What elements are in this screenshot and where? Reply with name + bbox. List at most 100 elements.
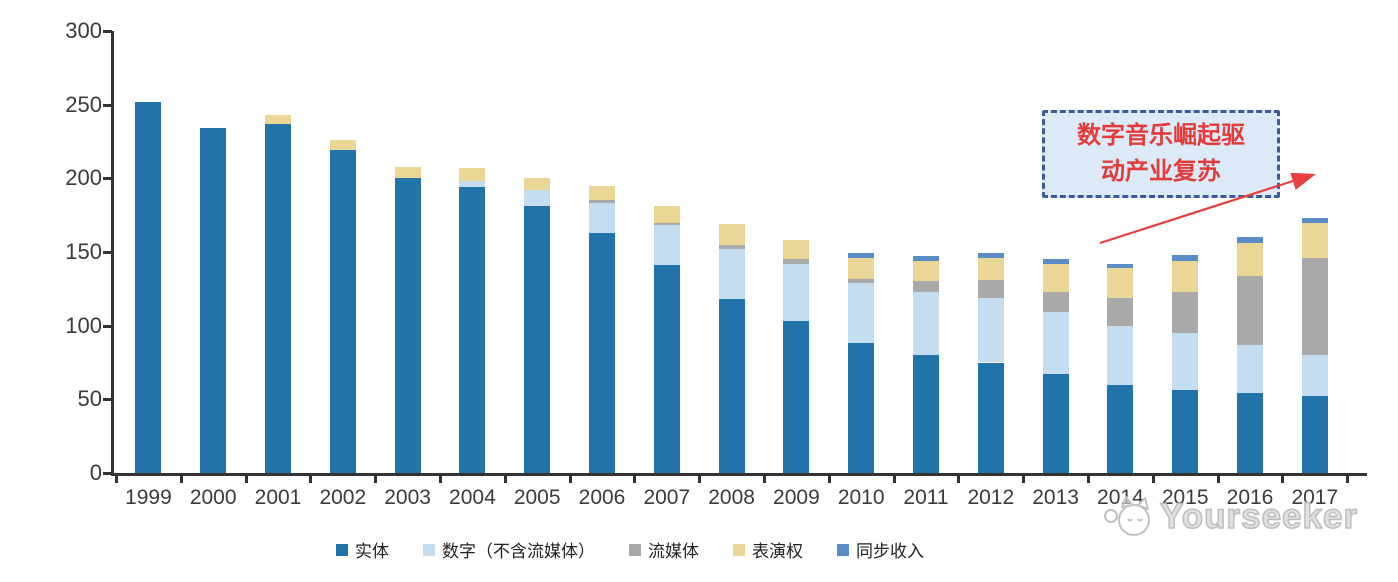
bar-segment [1042, 263, 1069, 292]
y-axis-tick-label: 0 [89, 460, 102, 485]
bar-segment [329, 140, 356, 151]
bar-segment [913, 260, 939, 282]
bar-segment [589, 185, 615, 201]
bar-segment [977, 362, 1004, 473]
x-axis-tick-mark [763, 473, 766, 483]
legend-label: 数字（不含流媒体） [442, 542, 595, 561]
x-axis-tick-mark [503, 473, 507, 483]
x-axis-tick-mark [957, 473, 961, 483]
bar-segment [913, 256, 939, 261]
legend-marker-icon [336, 543, 348, 556]
bar-segment [718, 244, 745, 250]
legend-item: 同步收入 [837, 537, 924, 562]
bar-segment [1107, 384, 1134, 473]
bar-segment [265, 114, 291, 124]
bar-segment [394, 178, 421, 473]
annotation-callout: 数字音乐崛起驱 动产业复苏 [1042, 110, 1280, 198]
bar-segment [848, 253, 875, 258]
legend-label: 表演权 [752, 542, 803, 561]
watermark: Yourseeker [1102, 494, 1358, 540]
bar-segment [1301, 257, 1328, 356]
y-axis-tick-label: 100 [65, 312, 102, 338]
bar-segment [135, 101, 162, 473]
bar-segment [718, 224, 745, 245]
bar-segment [653, 265, 680, 473]
x-axis-tick-mark [439, 473, 442, 483]
bar-segment [1107, 325, 1134, 385]
x-axis-line [111, 473, 1367, 476]
x-axis-category-label: 2016 [1226, 486, 1274, 509]
bar-segment [200, 128, 227, 473]
x-axis-category-label: 2010 [837, 486, 885, 509]
bar-segment [1172, 390, 1199, 473]
bar-segment [1301, 222, 1328, 258]
x-axis-category-label: 2015 [1161, 486, 1209, 509]
bar-segment [524, 206, 551, 473]
bar-segment [718, 249, 745, 300]
x-axis-category-label: 1999 [125, 486, 172, 509]
bar-segment [848, 278, 875, 283]
bar-segment [1107, 268, 1134, 298]
y-axis-tick-mark [103, 103, 112, 107]
bar-segment [1301, 218, 1328, 223]
y-axis-tick-mark [103, 251, 112, 254]
x-axis-tick-mark [568, 473, 572, 483]
bar-segment [459, 181, 486, 188]
legend-item: 表演权 [733, 537, 803, 562]
y-axis-tick-label: 250 [65, 91, 102, 117]
x-axis-category-label: 2014 [1097, 486, 1144, 509]
x-axis-category-label: 2006 [578, 486, 626, 509]
legend-item: 数字（不含流媒体） [423, 537, 595, 562]
x-axis-tick-mark [1087, 473, 1090, 483]
bar-segment [329, 150, 356, 473]
bar-segment [1237, 275, 1263, 345]
bar-segment [265, 123, 291, 473]
y-axis-tick-mark [103, 177, 112, 181]
legend-marker-icon [423, 543, 435, 556]
bar-segment [589, 232, 615, 473]
bar-segment [1042, 312, 1069, 375]
bar-segment [783, 240, 810, 260]
bar-segment [848, 282, 875, 344]
bar-segment [977, 279, 1004, 298]
legend-marker-icon [837, 543, 849, 556]
legend-marker-icon [733, 543, 745, 556]
x-axis-tick-mark [827, 473, 831, 483]
bar-segment [589, 200, 615, 204]
x-axis-tick-mark [698, 473, 702, 483]
y-axis-tick-label: 50 [77, 386, 102, 412]
bar-segment [848, 343, 875, 473]
x-axis-tick-mark [1216, 473, 1220, 483]
bar-segment [1301, 355, 1328, 397]
bar-segment [913, 291, 939, 356]
bar-segment [783, 321, 810, 473]
legend-marker-icon [629, 543, 641, 556]
bar-segment [653, 225, 680, 266]
bar-segment [1172, 333, 1199, 391]
legend: 实体 数字（不含流媒体） 流媒体 表演权 同步收入 [0, 537, 1260, 562]
y-axis-tick-label: 300 [65, 18, 102, 43]
x-axis-category-label: 2013 [1032, 486, 1079, 509]
bar-segment [718, 299, 745, 473]
x-axis-category-label: 2005 [513, 486, 561, 509]
bar-segment [1107, 263, 1134, 269]
legend-item: 实体 [336, 537, 389, 562]
bar-segment [977, 257, 1004, 280]
y-axis-tick-mark [103, 472, 112, 475]
bar-segment [589, 203, 615, 233]
legend-item: 流媒体 [629, 537, 699, 562]
y-axis-tick-label: 200 [65, 165, 102, 191]
x-axis-category-label: 2011 [903, 486, 949, 509]
bar-segment [1042, 291, 1069, 313]
bar-segment [977, 253, 1004, 258]
x-axis-tick-mark [374, 473, 378, 483]
x-axis-tick-mark [179, 473, 183, 483]
bar-segment [1172, 260, 1199, 292]
bar-segment [1237, 243, 1263, 276]
bar-segment [394, 166, 421, 179]
x-axis-tick-mark [1151, 473, 1155, 483]
legend-label: 同步收入 [856, 542, 924, 561]
bar-segment [977, 297, 1004, 363]
bar-segment [1237, 393, 1263, 473]
